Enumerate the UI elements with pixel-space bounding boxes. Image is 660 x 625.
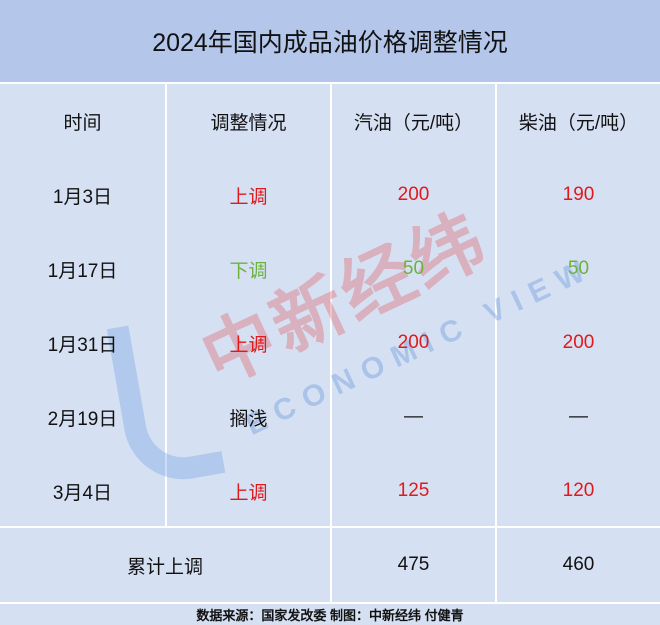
row-diesel: 50 (567, 258, 590, 279)
row-gasoline: 125 (397, 480, 430, 501)
column-diesel (497, 84, 660, 526)
header-status: 调整情况 (210, 112, 287, 134)
total-label: 累计上调 (0, 528, 330, 602)
total-diesel: 460 (497, 528, 660, 602)
page-title: 2024年国内成品油价格调整情况 (0, 0, 660, 82)
header-date: 时间 (63, 112, 102, 134)
row-status: 搁浅 (229, 408, 268, 430)
row-status: 上调 (229, 334, 268, 356)
column-status (167, 84, 330, 526)
footer-source: 数据来源：国家发改委 制图：中新经纬 付健青 (0, 604, 660, 625)
row-date: 2月19日 (47, 408, 118, 430)
row-gasoline: 200 (397, 184, 430, 205)
row-gasoline: — (404, 406, 423, 427)
row-status: 上调 (229, 482, 268, 504)
row-status: 上调 (229, 186, 268, 208)
header-gasoline: 汽油（元/吨） (353, 112, 474, 134)
column-date (0, 84, 165, 526)
row-gasoline: 50 (402, 258, 425, 279)
row-date: 1月31日 (47, 334, 118, 356)
row-date: 1月3日 (52, 186, 113, 208)
row-diesel: 200 (562, 332, 595, 353)
header-diesel: 柴油（元/吨） (518, 112, 639, 134)
row-diesel: 190 (562, 184, 595, 205)
column-gasoline (332, 84, 495, 526)
row-date: 3月4日 (52, 482, 113, 504)
row-diesel: 120 (562, 480, 595, 501)
row-status: 下调 (229, 260, 268, 282)
row-date: 1月17日 (47, 260, 118, 282)
row-diesel: — (569, 406, 588, 427)
total-gasoline: 475 (332, 528, 495, 602)
row-gasoline: 200 (397, 332, 430, 353)
